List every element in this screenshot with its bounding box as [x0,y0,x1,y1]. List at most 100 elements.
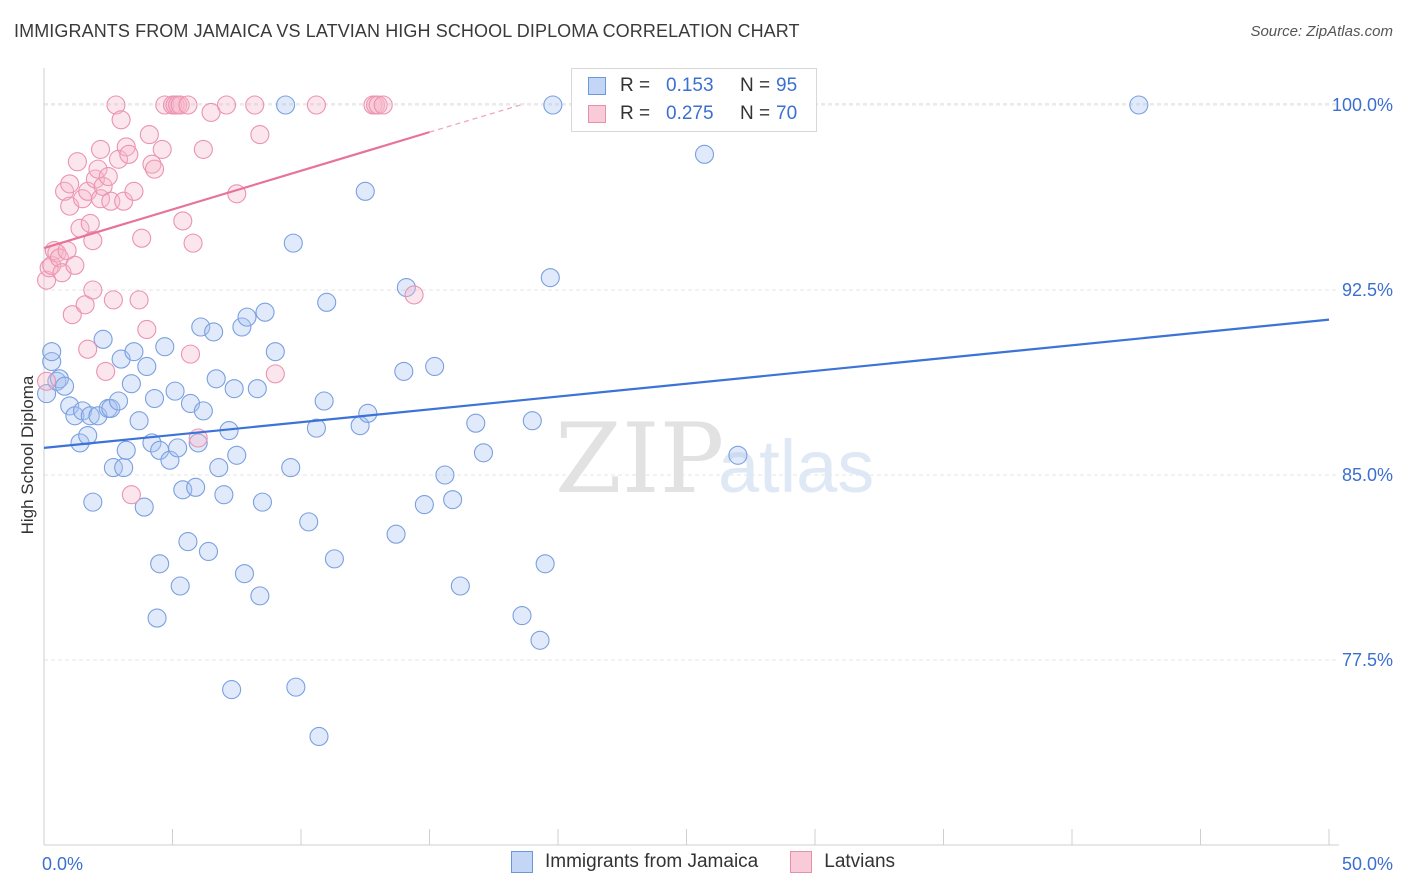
data-point [252,492,273,512]
data-point [245,95,265,115]
data-point [188,433,208,453]
data-point [368,95,388,115]
data-point [55,376,75,396]
data-point [396,277,416,298]
data-point [173,211,193,231]
legend-n-label: N = [740,103,771,124]
data-point [37,270,57,290]
data-point [144,388,165,409]
data-point [49,248,69,268]
data-point [116,137,136,157]
data-point [108,149,129,169]
data-point [209,458,229,478]
data-point [286,677,306,697]
y-tick-label: 85.0% [1342,465,1393,485]
data-point [165,381,185,401]
data-point [386,524,406,544]
x-tick-label-max: 50.0% [1342,854,1393,874]
data-point [250,586,270,606]
data-point [530,630,550,650]
trend-line [43,131,430,250]
legend-swatch-blue [510,851,533,873]
data-point [224,379,244,399]
data-point [83,492,103,512]
watermark: ZIP atlas [555,403,874,515]
data-point [522,411,542,431]
data-point [83,280,103,300]
data-point [198,541,219,562]
data-point [39,258,59,278]
data-point [232,317,252,337]
data-point [414,495,434,515]
data-point [111,110,131,130]
data-point [124,181,144,201]
data-point [98,166,118,187]
data-point [137,319,157,340]
axes [43,68,1339,846]
series-legend: Immigrants from Jamaica Latvians [0,851,1406,873]
legend-item-jamaica[interactable]: Immigrants from Jamaica [510,851,759,873]
data-point [222,680,242,700]
correlation-legend: R = 0.153 N = 95 R = 0.275 N = 70 [571,68,817,132]
data-point [170,95,190,115]
data-point [90,139,111,159]
data-point [37,371,57,391]
data-point [134,497,154,517]
data-point [75,295,95,315]
data-point [314,391,334,411]
data-point [106,95,126,115]
data-point [191,317,211,337]
data-point [443,490,463,510]
data-point [473,443,494,463]
legend-swatch-pink [790,851,813,873]
data-point [728,445,748,465]
data-point [42,351,62,372]
data-point [114,191,134,211]
data-point [206,369,226,389]
trend-line [43,318,1330,449]
legend-r-value: 0.275 [666,103,714,124]
data-point [255,302,275,322]
data-point [108,391,129,411]
data-point [139,125,159,145]
legend-row-latvians: R = 0.275 N = 70 [588,101,797,127]
legend-row-jamaica: R = 0.153 N = 95 [588,73,797,99]
data-point [543,95,563,115]
data-point [265,364,285,384]
data-point [129,290,149,310]
legend-r-value: 0.153 [666,75,714,96]
data-point [540,268,560,288]
x-tick-label-min: 0.0% [42,854,83,874]
legend-item-latvians[interactable]: Latvians [790,851,895,873]
data-point [178,95,198,115]
data-point [116,440,136,460]
data-point [119,144,139,164]
data-point [306,95,326,115]
data-point [103,290,123,310]
legend-label: Immigrants from Jamaica [544,851,759,872]
data-point [147,608,167,628]
data-point [309,726,329,747]
data-point [101,398,121,418]
data-point [435,465,455,485]
legend-n-value: 70 [776,103,798,124]
legend-swatch-pink [588,105,606,123]
data-point [535,554,555,574]
data-point [88,159,108,179]
data-point [317,292,337,312]
data-point [306,418,326,438]
data-point [83,231,103,251]
data-point [67,152,87,172]
data-point [250,125,270,145]
data-point [204,322,224,342]
data-point [247,379,267,399]
data-point [144,159,165,179]
trend-line-extension [429,103,525,133]
data-point [178,532,198,552]
data-point [65,255,85,275]
trend-lines [43,103,1330,449]
data-point [124,342,144,362]
data-point [276,95,296,115]
data-point [281,458,301,478]
